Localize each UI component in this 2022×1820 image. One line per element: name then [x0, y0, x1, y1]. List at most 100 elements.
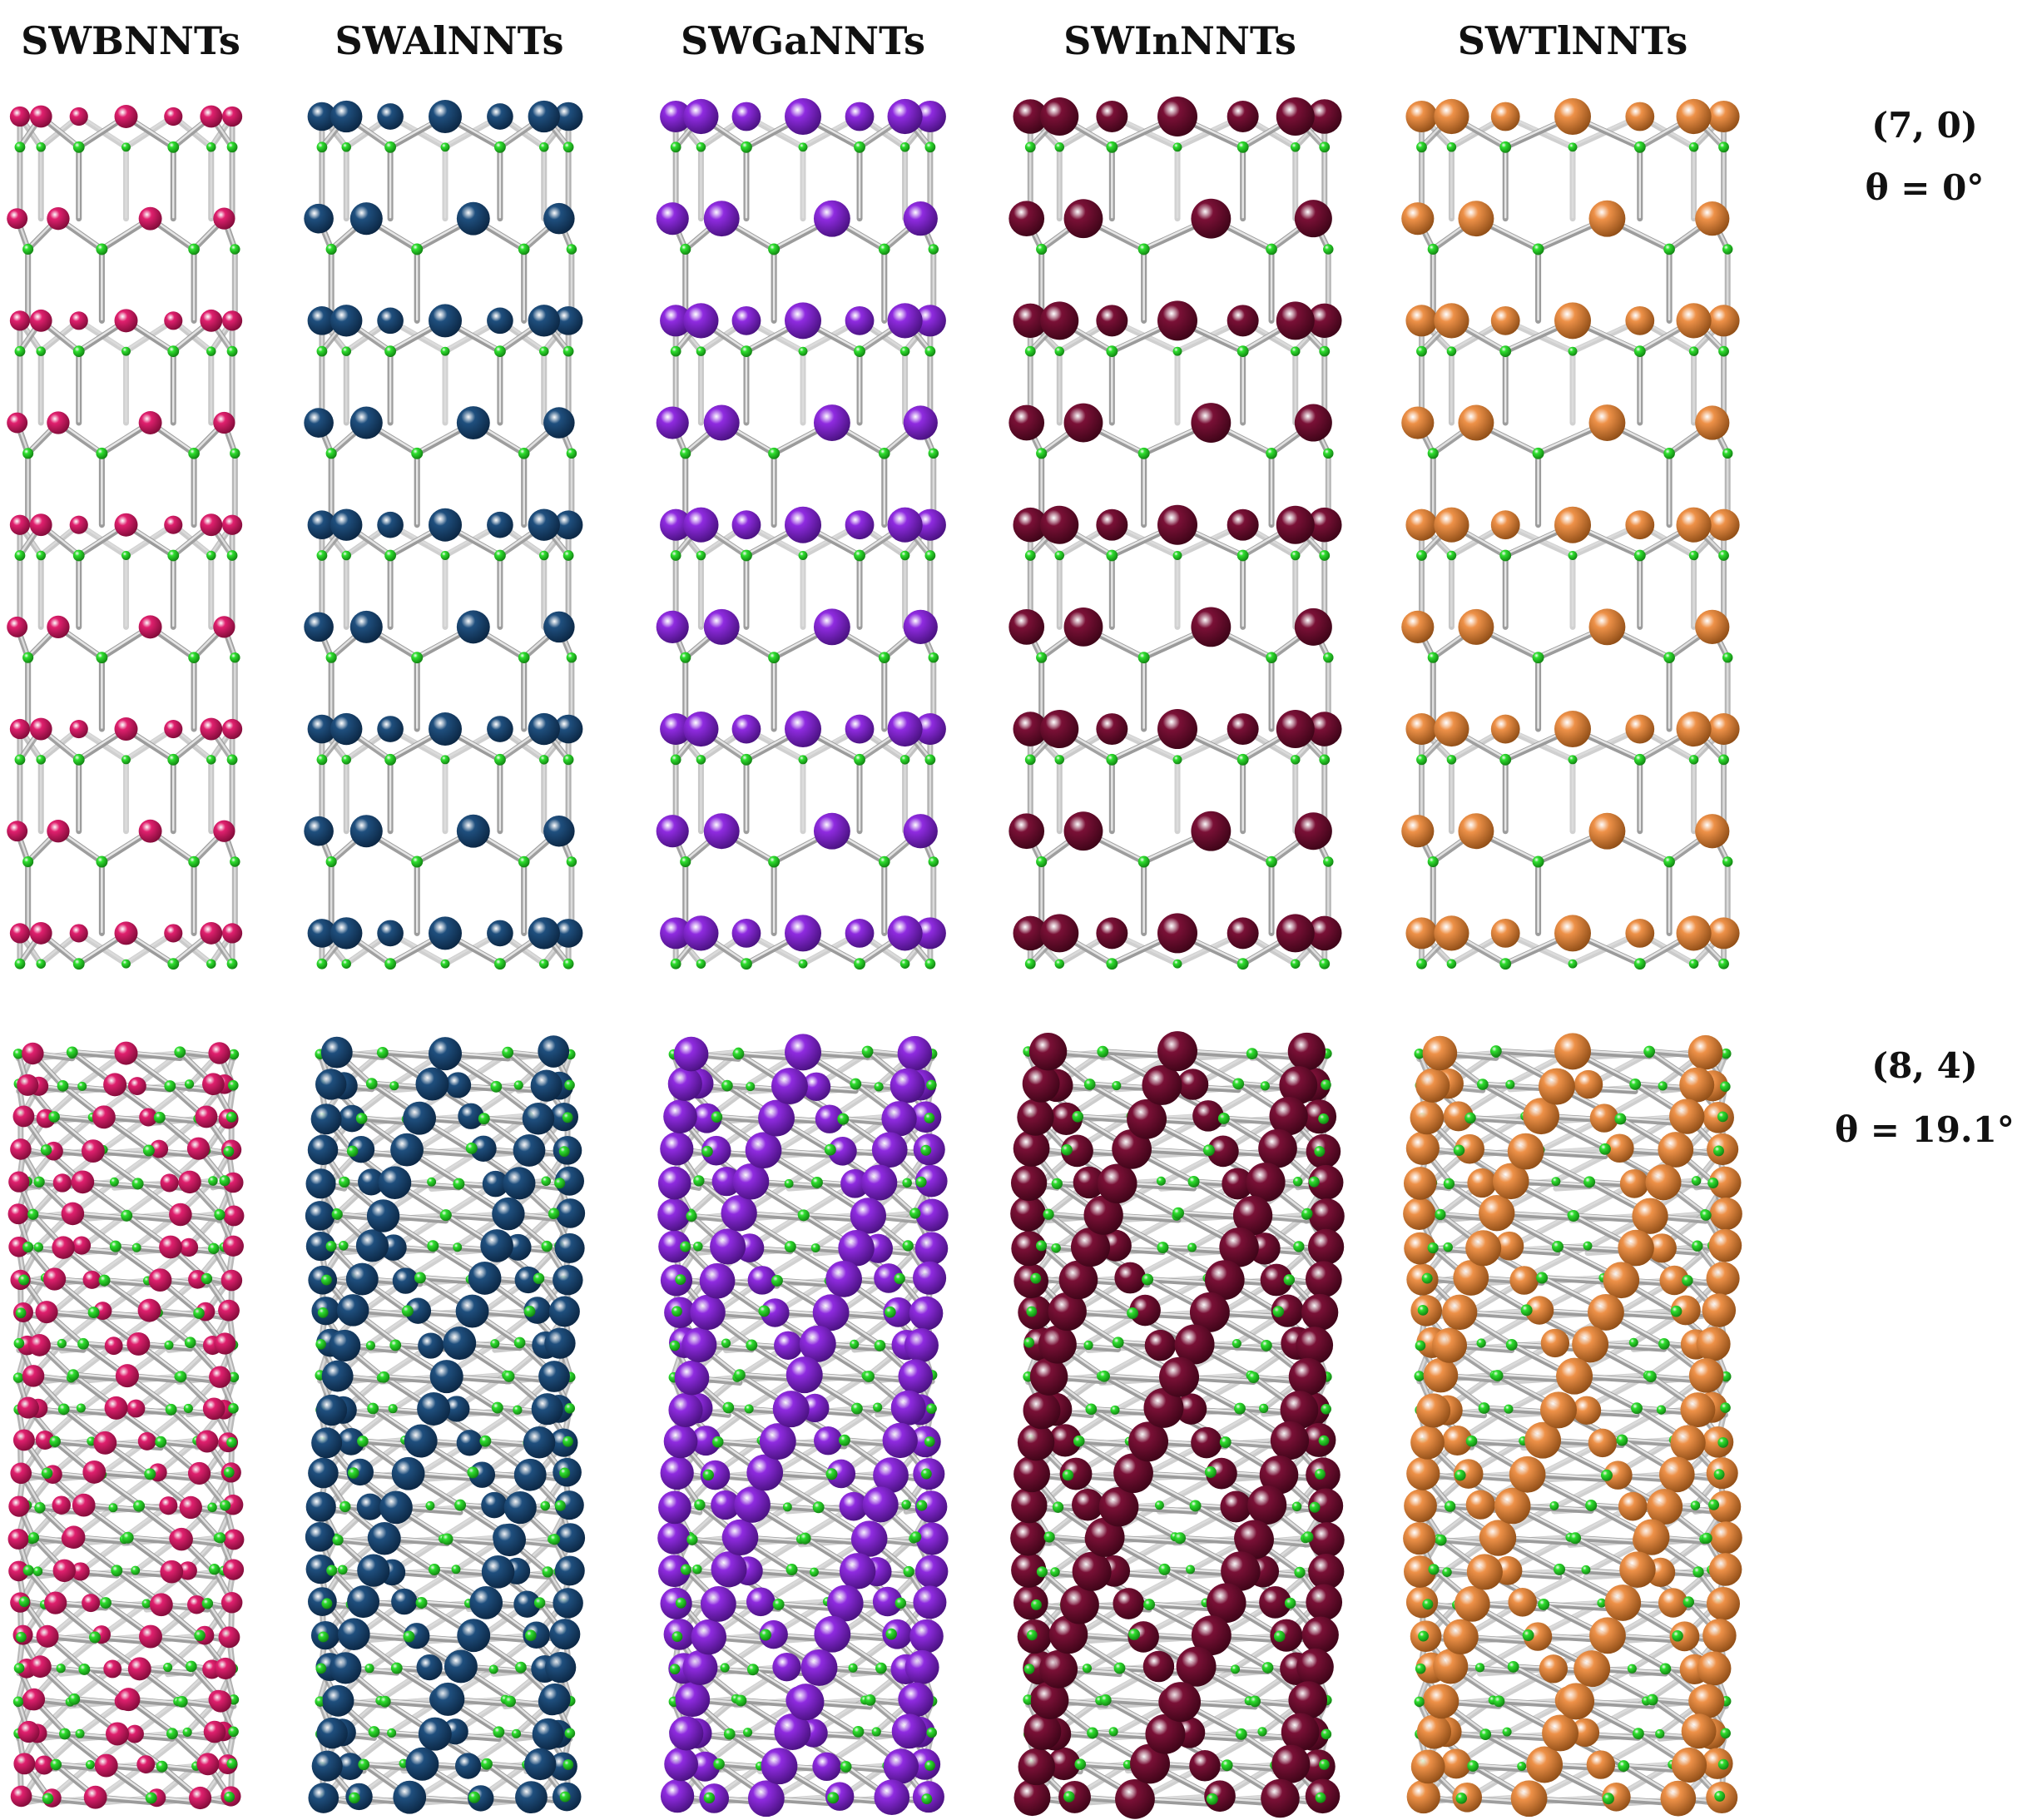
metal-atom: [7, 412, 28, 434]
nitrogen-atom: [566, 244, 577, 255]
nitrogen-atom: [193, 1307, 205, 1319]
nitrogen-atom: [1319, 345, 1331, 357]
metal-atom: [887, 507, 923, 543]
metal-atom: [1434, 303, 1469, 339]
metal-atom: [1695, 609, 1730, 645]
metal-atom: [304, 203, 334, 234]
metal-atom: [138, 615, 162, 639]
nitrogen-atom: [167, 753, 180, 766]
nitrogen-atom: [924, 958, 936, 970]
metal-atom: [1707, 713, 1740, 746]
nitrogen-atom: [1319, 141, 1331, 153]
nitrogen-atom: [566, 448, 577, 459]
metal-atom: [330, 100, 363, 133]
nitrogen-atom: [493, 753, 506, 766]
metal-atom: [116, 1688, 141, 1712]
nitrogen-atom: [208, 1564, 221, 1575]
metal-atom: [731, 918, 761, 948]
metal-atom: [42, 1267, 67, 1291]
nitrogen-atom: [185, 1660, 197, 1673]
nitrogen-atom: [96, 855, 108, 868]
nitrogen-atom: [184, 1079, 195, 1089]
nitrogen-atom: [1323, 856, 1334, 867]
metal-atom: [887, 915, 923, 951]
nitrogen-atom: [226, 345, 238, 357]
metal-atom: [1405, 305, 1438, 337]
metal-atom: [1625, 510, 1655, 540]
nitrogen-atom: [928, 244, 939, 255]
metal-atom: [106, 1722, 129, 1746]
metal-atom: [1276, 505, 1315, 544]
metal-atom: [47, 411, 70, 434]
nitrogen-atom: [225, 1111, 237, 1123]
metal-atom: [683, 915, 719, 951]
nitrogen-atom: [1427, 448, 1439, 459]
metal-atom: [22, 1042, 44, 1065]
metal-atom: [1294, 812, 1332, 850]
metal-atom: [1191, 198, 1232, 239]
metal-atom: [1009, 404, 1045, 441]
metal-atom: [9, 106, 31, 127]
metal-atom: [456, 201, 490, 236]
metal-atom: [7, 821, 28, 842]
nitrogen-atom: [230, 652, 240, 663]
nitrogen-atom: [1236, 141, 1249, 153]
metal-atom: [1707, 305, 1740, 337]
metal-atom: [94, 1753, 118, 1778]
metal-atom: [9, 310, 31, 331]
nitrogen-atom: [854, 958, 865, 970]
metal-atom: [330, 305, 363, 337]
metal-atom: [200, 921, 223, 945]
nitrogen-atom: [1106, 345, 1118, 358]
metal-atom: [429, 304, 462, 338]
nitrogen-atom: [109, 1177, 119, 1187]
metal-atom: [349, 815, 383, 848]
nitrogen-atom: [899, 142, 910, 152]
nitrogen-atom: [48, 1111, 60, 1123]
nitrogen-atom: [108, 1503, 118, 1513]
metal-atom: [1676, 915, 1712, 951]
metal-atom: [1040, 301, 1079, 340]
metal-atom: [553, 510, 583, 540]
metal-atom: [1405, 508, 1438, 541]
nitrogen-atom: [1416, 345, 1427, 357]
nitrogen-atom: [440, 959, 450, 969]
nitrogen-atom: [41, 1467, 53, 1480]
metal-atom: [1096, 305, 1128, 337]
metal-atom: [1040, 710, 1079, 749]
nitrogen-atom: [1718, 958, 1729, 970]
metal-atom: [222, 1559, 245, 1580]
metal-atom: [203, 1720, 226, 1743]
metal-atom: [1490, 918, 1520, 948]
nitrogen-atom: [1323, 448, 1334, 459]
metal-atom: [1096, 713, 1128, 746]
metal-atom: [1294, 607, 1332, 646]
metal-atom: [114, 309, 138, 333]
nitrogen-atom: [220, 1500, 231, 1511]
metal-atom: [1306, 303, 1342, 339]
metal-atom: [114, 105, 138, 128]
metal-atom: [7, 1528, 29, 1550]
metal-atom: [221, 1269, 243, 1292]
nitrogen-atom: [206, 346, 216, 356]
nitrogen-atom: [121, 1531, 134, 1544]
nitrogen-atom: [155, 1436, 167, 1448]
nitrogen-atom: [33, 1242, 44, 1252]
nitrogen-atom: [316, 141, 328, 153]
nitrogen-atom: [1427, 652, 1439, 663]
nitrogen-atom: [188, 855, 200, 868]
metal-atom: [1009, 201, 1045, 237]
nitrogen-atom: [164, 1080, 176, 1093]
nitrogen-atom: [14, 141, 26, 153]
metal-atom: [47, 615, 70, 639]
nitrogen-atom: [680, 243, 691, 255]
metal-atom: [1695, 814, 1730, 849]
metal-atom: [1009, 609, 1045, 645]
nitrogen-atom: [22, 1565, 34, 1576]
metal-atom: [307, 510, 337, 540]
metal-atom: [1306, 99, 1342, 134]
nitrogen-atom: [1688, 142, 1699, 152]
metal-atom: [213, 207, 235, 230]
nitrogen-atom: [1532, 243, 1544, 255]
metal-atom: [1490, 305, 1520, 335]
